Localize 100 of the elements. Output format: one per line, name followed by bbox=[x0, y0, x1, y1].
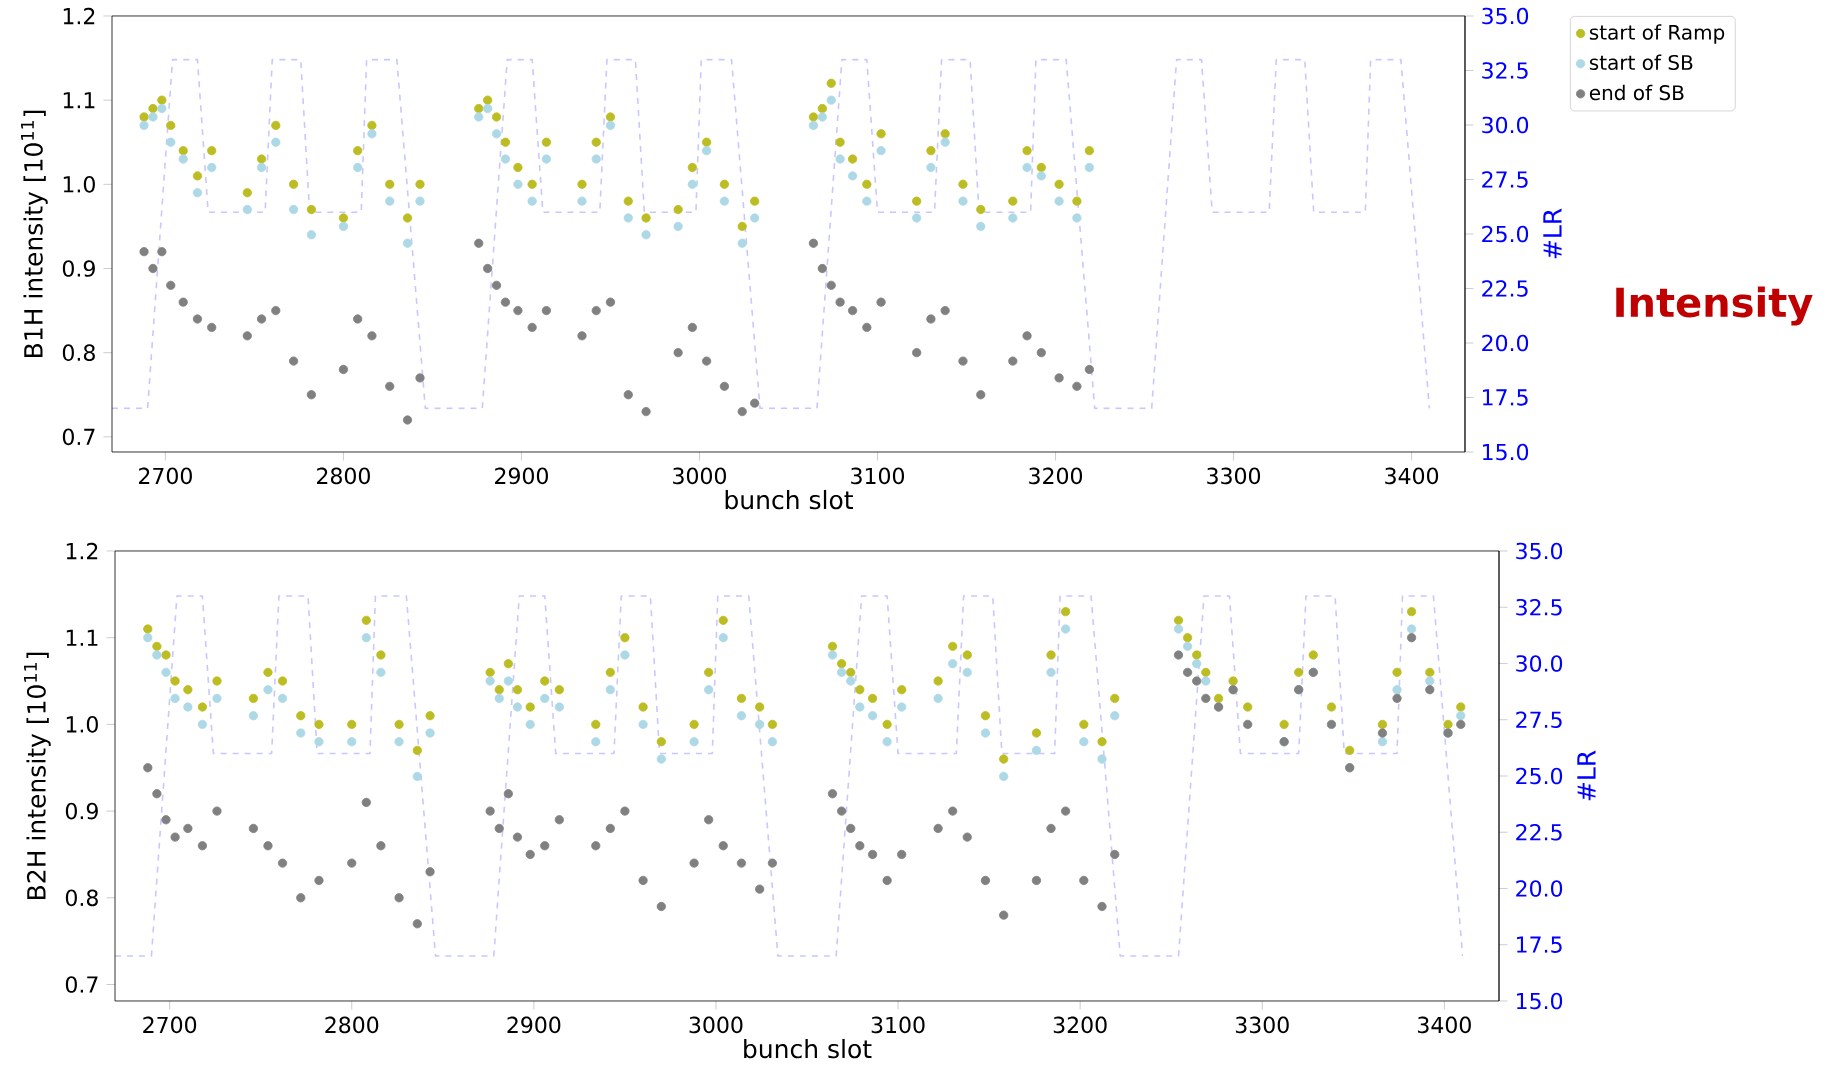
y-tick-label: 0.8 bbox=[62, 344, 95, 361]
point bbox=[976, 221, 986, 232]
y-tick-label: 1.2 bbox=[66, 542, 98, 560]
point bbox=[976, 390, 986, 400]
point bbox=[673, 348, 683, 358]
legend-label: start of Ramp bbox=[1589, 24, 1725, 44]
point bbox=[605, 112, 616, 122]
point bbox=[673, 204, 683, 215]
point bbox=[415, 179, 425, 189]
point bbox=[1036, 348, 1046, 358]
point bbox=[926, 146, 936, 156]
y2-tick-label: 20.0 bbox=[1516, 880, 1563, 897]
point bbox=[912, 213, 922, 223]
y2-tick-label: 30.0 bbox=[1516, 655, 1563, 672]
point bbox=[242, 331, 252, 341]
y-tick-label: 0.9 bbox=[62, 260, 95, 277]
point bbox=[207, 322, 217, 333]
point bbox=[862, 196, 872, 206]
point bbox=[541, 305, 551, 316]
point bbox=[737, 221, 747, 232]
point bbox=[623, 390, 633, 400]
point bbox=[306, 230, 316, 240]
x-tick-label: 3100 bbox=[871, 1016, 925, 1034]
point bbox=[207, 162, 217, 173]
point bbox=[808, 120, 819, 131]
x-tick-label: 3300 bbox=[1207, 467, 1261, 485]
y2-tick-label: 17.5 bbox=[1517, 936, 1562, 953]
point bbox=[702, 356, 712, 366]
point bbox=[976, 204, 986, 215]
point bbox=[623, 196, 633, 206]
y-tick-label: 0.9 bbox=[65, 802, 98, 820]
point bbox=[483, 103, 493, 114]
point bbox=[157, 247, 167, 257]
point bbox=[139, 112, 149, 122]
point bbox=[641, 406, 651, 417]
point bbox=[591, 305, 601, 316]
point bbox=[940, 305, 950, 316]
point bbox=[166, 280, 176, 290]
point bbox=[737, 238, 747, 248]
point bbox=[687, 179, 697, 189]
point bbox=[139, 247, 149, 257]
point bbox=[353, 314, 363, 324]
y2-tick-label: 32.5 bbox=[1482, 62, 1528, 79]
x-tick-label: 2900 bbox=[507, 1016, 561, 1034]
point bbox=[808, 112, 819, 122]
point bbox=[192, 314, 203, 324]
x-tick-label: 3000 bbox=[673, 467, 726, 485]
point bbox=[513, 162, 523, 173]
point bbox=[702, 137, 712, 147]
point bbox=[737, 406, 747, 417]
point bbox=[912, 196, 922, 206]
point bbox=[483, 263, 493, 274]
point bbox=[1084, 162, 1094, 173]
point bbox=[826, 95, 836, 105]
point bbox=[148, 263, 158, 274]
point bbox=[912, 348, 922, 358]
point bbox=[367, 120, 377, 131]
point bbox=[192, 171, 203, 181]
y-tick-label: 1.0 bbox=[63, 176, 95, 193]
point bbox=[500, 137, 511, 147]
point bbox=[483, 95, 493, 105]
point bbox=[367, 331, 377, 341]
point bbox=[817, 112, 827, 122]
x-tick-label: 2800 bbox=[317, 467, 370, 485]
point bbox=[876, 146, 886, 156]
point bbox=[157, 95, 167, 105]
point bbox=[271, 137, 281, 147]
point bbox=[702, 146, 712, 156]
point bbox=[256, 154, 267, 164]
y2-tick-label: 35.0 bbox=[1482, 7, 1529, 25]
y2-tick-label: 32.5 bbox=[1516, 598, 1562, 616]
x-tick-label: 3200 bbox=[1053, 1016, 1107, 1034]
point bbox=[385, 196, 395, 206]
point bbox=[527, 196, 537, 206]
point bbox=[1054, 196, 1064, 206]
y-axis-title: B2H intensity [10$^{11}$] bbox=[24, 652, 51, 899]
y2-tick-label: 35.0 bbox=[1516, 542, 1563, 560]
y-tick-label: 1.0 bbox=[66, 716, 98, 733]
point bbox=[192, 188, 203, 198]
point bbox=[591, 137, 601, 147]
point bbox=[527, 179, 537, 189]
point bbox=[338, 213, 349, 223]
point bbox=[353, 162, 363, 173]
point bbox=[641, 230, 651, 240]
point bbox=[940, 129, 950, 139]
point bbox=[862, 179, 872, 189]
point bbox=[338, 221, 349, 232]
point bbox=[862, 322, 872, 333]
point bbox=[876, 129, 886, 139]
point bbox=[415, 196, 425, 206]
point bbox=[826, 280, 836, 290]
point bbox=[835, 154, 845, 164]
point bbox=[577, 179, 587, 189]
point bbox=[577, 196, 587, 206]
point bbox=[402, 238, 413, 248]
x-tick-label: 3400 bbox=[1385, 467, 1439, 485]
point bbox=[958, 179, 968, 189]
y2-tick-label: 22.5 bbox=[1516, 823, 1562, 841]
point bbox=[527, 322, 537, 333]
y-axis-title: B1H intensity [10$^{11}$] bbox=[21, 110, 48, 357]
